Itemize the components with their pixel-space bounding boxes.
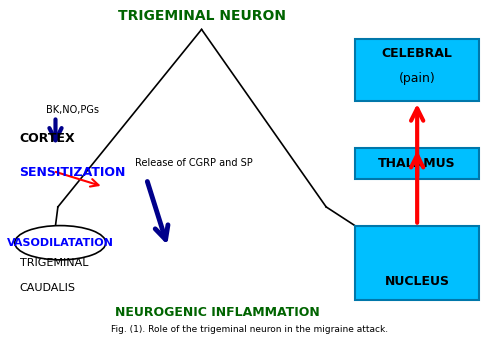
Text: VASODILATATION: VASODILATATION [7, 238, 114, 248]
Text: BK,NO,PGs: BK,NO,PGs [46, 106, 99, 115]
Text: NEUROGENIC INFLAMMATION: NEUROGENIC INFLAMMATION [115, 306, 320, 319]
Text: (pain): (pain) [399, 72, 436, 85]
Text: CAUDALIS: CAUDALIS [19, 283, 75, 293]
Ellipse shape [15, 226, 106, 260]
Text: CELEBRAL: CELEBRAL [382, 47, 453, 60]
Text: Release of CGRP and SP: Release of CGRP and SP [135, 158, 252, 168]
Bar [355, 39, 480, 101]
Text: Fig. (1). Role of the trigeminal neuron in the migraine attack.: Fig. (1). Role of the trigeminal neuron … [111, 325, 388, 334]
Text: NUCLEUS: NUCLEUS [385, 275, 450, 288]
Bar [355, 148, 480, 179]
Text: SENSITIZATION: SENSITIZATION [19, 166, 126, 179]
Text: TRIGEMINAL NEURON: TRIGEMINAL NEURON [118, 9, 285, 23]
Text: THALAMUS: THALAMUS [378, 157, 456, 170]
Text: TRIGEMINAL: TRIGEMINAL [19, 258, 88, 268]
Text: CORTEX: CORTEX [19, 132, 75, 145]
Bar [355, 226, 480, 300]
